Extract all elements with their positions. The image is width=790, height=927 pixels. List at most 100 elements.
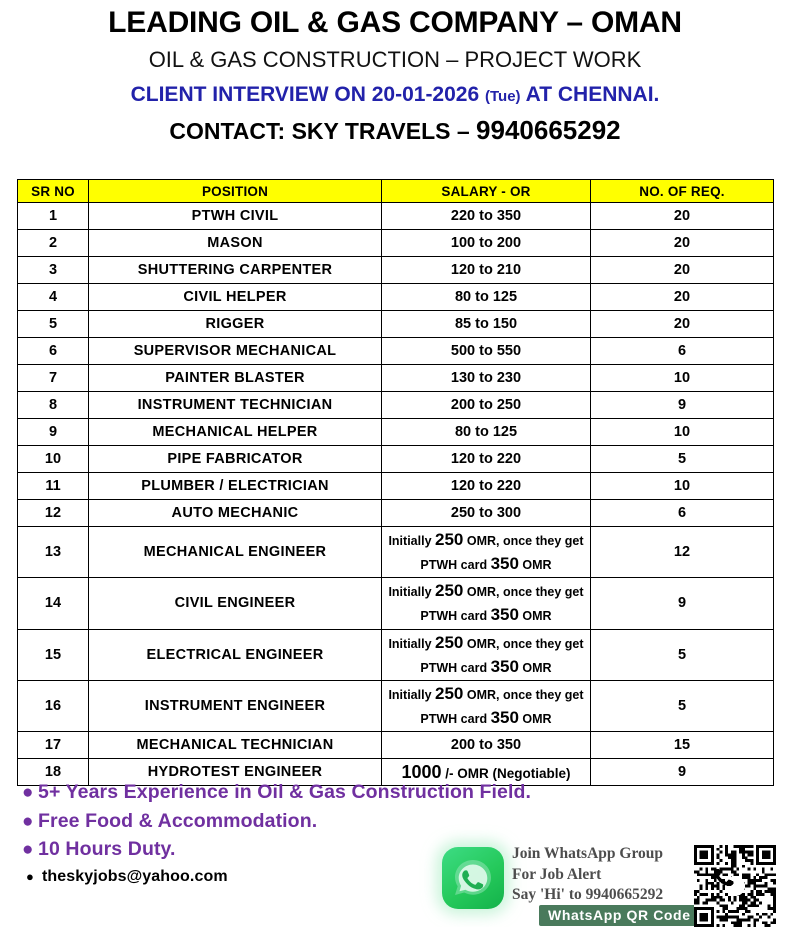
cell-sr-no: 5 bbox=[17, 310, 89, 338]
list-item: ● 5+ Years Experience in Oil & Gas Constr… bbox=[22, 780, 722, 806]
table-row: 12 AUTO MECHANIC 250 to 300 6 bbox=[17, 499, 774, 527]
whatsapp-logo-icon bbox=[442, 847, 504, 909]
table-row: 11 PLUMBER / ELECTRICIAN 120 to 220 10 bbox=[17, 472, 774, 500]
cell-position: INSTRUMENT TECHNICIAN bbox=[88, 391, 382, 419]
cell-position: PLUMBER / ELECTRICIAN bbox=[88, 472, 382, 500]
cell-position: CIVIL HELPER bbox=[88, 283, 382, 311]
cell-sr-no: 7 bbox=[17, 364, 89, 392]
whatsapp-promo-block: Join WhatsApp Group For Job Alert Say 'H… bbox=[438, 843, 790, 927]
cell-sr-no: 10 bbox=[17, 445, 89, 473]
cell-no-of-req: 10 bbox=[590, 418, 774, 446]
list-item: ● Free Food & Accommodation. bbox=[22, 809, 722, 835]
cell-salary: 200 to 350 bbox=[381, 731, 591, 759]
cell-sr-no: 12 bbox=[17, 499, 89, 527]
table-row: 5 RIGGER 85 to 150 20 bbox=[17, 310, 774, 338]
cell-salary: 220 to 350 bbox=[381, 202, 591, 230]
cell-no-of-req: 9 bbox=[590, 391, 774, 419]
cell-position: MECHANICAL HELPER bbox=[88, 418, 382, 446]
contact-line: CONTACT: SKY TRAVELS – 9940665292 bbox=[0, 114, 790, 146]
cell-no-of-req: 12 bbox=[590, 525, 774, 579]
bullet-dot-icon: ● bbox=[26, 869, 34, 885]
benefit-text: 5+ Years Experience in Oil & Gas Constru… bbox=[38, 781, 532, 803]
interview-line: CLIENT INTERVIEW ON 20-01-2026 (Tue) AT … bbox=[0, 83, 790, 107]
cell-salary: 100 to 200 bbox=[381, 229, 591, 257]
cell-salary: 500 to 550 bbox=[381, 337, 591, 365]
table-row: 17 MECHANICAL TECHNICIAN 200 to 350 15 bbox=[17, 731, 774, 759]
cell-sr-no: 3 bbox=[17, 256, 89, 284]
cell-position: INSTRUMENT ENGINEER bbox=[88, 679, 382, 733]
table-row: 1 PTWH CIVIL 220 to 350 20 bbox=[17, 202, 774, 230]
cell-salary: Initially 250 OMR, once they get PTWH ca… bbox=[381, 679, 591, 733]
bullet-dot-icon: ● bbox=[22, 839, 34, 861]
interview-location-text: AT CHENNAI. bbox=[525, 82, 660, 106]
cell-position: MECHANICAL ENGINEER bbox=[88, 525, 382, 579]
cell-no-of-req: 20 bbox=[590, 229, 774, 257]
table-row: 4 CIVIL HELPER 80 to 125 20 bbox=[17, 283, 774, 311]
table-row: 16 INSTRUMENT ENGINEER Initially 250 OMR, … bbox=[17, 679, 774, 733]
column-header-no-of-req: NO. OF REQ. bbox=[590, 179, 774, 203]
cell-sr-no: 2 bbox=[17, 229, 89, 257]
cell-position: MECHANICAL TECHNICIAN bbox=[88, 731, 382, 759]
cell-no-of-req: 20 bbox=[590, 256, 774, 284]
list-item: ● 10 Hours Duty. bbox=[22, 837, 722, 863]
list-item: ● theskyjobs@yahoo.com bbox=[22, 866, 722, 887]
table-row: 9 MECHANICAL HELPER 80 to 125 10 bbox=[17, 418, 774, 446]
cell-no-of-req: 15 bbox=[590, 731, 774, 759]
cell-no-of-req: 5 bbox=[590, 628, 774, 681]
vacancy-table: SR NO POSITION SALARY - OR NO. OF REQ. 1… bbox=[17, 179, 774, 786]
cell-sr-no: 9 bbox=[17, 418, 89, 446]
benefit-text[interactable]: theskyjobs@yahoo.com bbox=[42, 868, 228, 886]
cell-position: HYDROTEST ENGINEER bbox=[88, 758, 382, 786]
table-row: 14 CIVIL ENGINEER Initially 250 OMR, once … bbox=[17, 577, 774, 630]
table-row: 2 MASON 100 to 200 20 bbox=[17, 229, 774, 257]
benefit-text: Free Food & Accommodation. bbox=[38, 809, 318, 832]
cell-sr-no: 17 bbox=[17, 731, 89, 759]
cell-no-of-req: 10 bbox=[590, 472, 774, 500]
cell-sr-no: 16 bbox=[17, 679, 89, 733]
bullet-dot-icon: ● bbox=[22, 782, 34, 803]
cell-salary: 200 to 250 bbox=[381, 391, 591, 419]
bullet-dot-icon: ● bbox=[22, 810, 34, 832]
cell-no-of-req: 20 bbox=[590, 283, 774, 311]
cell-salary: 80 to 125 bbox=[381, 283, 591, 311]
cell-salary: 80 to 125 bbox=[381, 418, 591, 446]
cell-position: AUTO MECHANIC bbox=[88, 499, 382, 527]
table-row: 10 PIPE FABRICATOR 120 to 220 5 bbox=[17, 445, 774, 473]
cell-salary: Initially 250 OMR, once they get PTWH ca… bbox=[381, 628, 591, 681]
cell-sr-no: 18 bbox=[17, 758, 89, 786]
cell-position: PAINTER BLASTER bbox=[88, 364, 382, 392]
whatsapp-qr-code[interactable] bbox=[694, 845, 776, 927]
cell-no-of-req: 6 bbox=[590, 499, 774, 527]
cell-sr-no: 13 bbox=[17, 525, 89, 579]
cell-sr-no: 11 bbox=[17, 472, 89, 500]
cell-salary: 120 to 220 bbox=[381, 472, 591, 500]
cell-sr-no: 15 bbox=[17, 628, 89, 681]
vacancy-table-container: SR NO POSITION SALARY - OR NO. OF REQ. 1… bbox=[17, 179, 774, 786]
benefits-list: ● 5+ Years Experience in Oil & Gas Constr… bbox=[22, 780, 722, 890]
cell-position: PIPE FABRICATOR bbox=[88, 445, 382, 473]
cell-no-of-req: 5 bbox=[590, 445, 774, 473]
cell-sr-no: 1 bbox=[17, 202, 89, 230]
interview-date-text: CLIENT INTERVIEW ON 20-01-2026 bbox=[130, 82, 480, 106]
interview-weekday: (Tue) bbox=[485, 87, 521, 105]
cell-position: SHUTTERING CARPENTER bbox=[88, 256, 382, 284]
table-row: 13 MECHANICAL ENGINEER Initially 250 OMR, … bbox=[17, 525, 774, 579]
vacancy-table-body: 1 PTWH CIVIL 220 to 350 20 2 MASON 100 to 200 2… bbox=[17, 202, 774, 786]
cell-salary: Initially 250 OMR, once they get PTWH ca… bbox=[381, 525, 591, 579]
cell-position: RIGGER bbox=[88, 310, 382, 338]
cell-position: MASON bbox=[88, 229, 382, 257]
benefit-text: 10 Hours Duty. bbox=[38, 838, 176, 861]
cell-salary: Initially 250 OMR, once they get PTWH ca… bbox=[381, 577, 591, 630]
table-row: 15 ELECTRICAL ENGINEER Initially 250 OMR, … bbox=[17, 628, 774, 681]
page-title: LEADING OIL & GAS COMPANY – OMAN bbox=[108, 6, 682, 39]
cell-position: ELECTRICAL ENGINEER bbox=[88, 628, 382, 681]
contact-phone-number: 9940665292 bbox=[476, 114, 621, 145]
cell-sr-no: 14 bbox=[17, 577, 89, 630]
cell-no-of-req: 20 bbox=[590, 202, 774, 230]
table-row: 6 SUPERVISOR MECHANICAL 500 to 550 6 bbox=[17, 337, 774, 365]
whatsapp-line-1: Join WhatsApp Group bbox=[512, 845, 664, 862]
whatsapp-invite-text: Join WhatsApp Group For Job Alert Say 'H… bbox=[512, 844, 663, 906]
cell-position: PTWH CIVIL bbox=[88, 202, 382, 230]
table-row: 3 SHUTTERING CARPENTER 120 to 210 20 bbox=[17, 256, 774, 284]
column-header-sr-no: SR NO bbox=[17, 179, 89, 203]
